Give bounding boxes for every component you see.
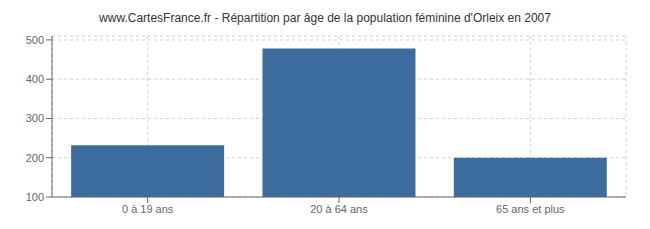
svg-text:200: 200 [26,152,44,164]
svg-text:0 à 19 ans: 0 à 19 ans [122,203,174,215]
svg-text:300: 300 [26,112,44,124]
svg-text:100: 100 [26,191,44,203]
svg-text:500: 500 [26,34,44,46]
svg-text:65 ans et plus: 65 ans et plus [496,203,565,215]
html-text:www.CartesFrance.fr - Répartit: www.CartesFrance.fr - Répartition par âg… [99,11,551,25]
svg-text:20 à 64 ans: 20 à 64 ans [310,203,368,215]
svg-text:400: 400 [26,73,44,85]
